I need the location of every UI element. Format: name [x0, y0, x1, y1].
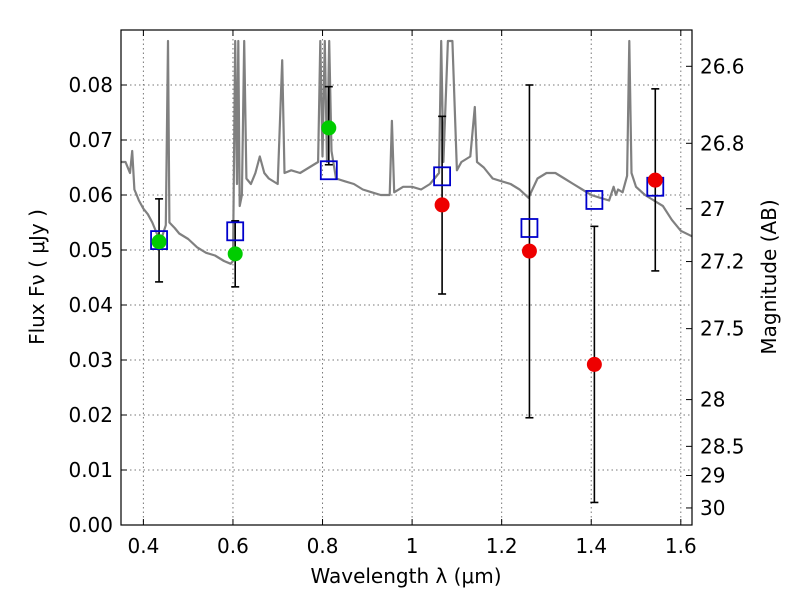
- y-right-tick-label: 28: [700, 388, 725, 412]
- axis-ticks: 0.4 0.6 0.8 1 1.2 1.4 1.6 0.00 0.01 0.02 0.03 0.04 0…: [68, 30, 745, 558]
- y-tick-label: 0.01: [68, 458, 113, 482]
- x-tick-label: 1: [406, 534, 419, 558]
- x-tick-label: 0.8: [307, 534, 339, 558]
- y-tick-label: 0.08: [68, 73, 113, 97]
- y-tick-label: 0.06: [68, 183, 113, 207]
- detection-point-green: [151, 234, 167, 250]
- model-photometry-square: [226, 221, 245, 242]
- model-photometry-square: [433, 166, 452, 187]
- y-right-tick-label: 27.5: [700, 317, 745, 341]
- y-right-tick-label: 27.2: [700, 250, 745, 274]
- y-tick-label: 0.07: [68, 128, 113, 152]
- y-right-tick-label: 26.6: [700, 54, 745, 78]
- plot-background: [121, 30, 692, 525]
- x-tick-label: 1.4: [575, 534, 607, 558]
- x-tick-label: 0.6: [217, 534, 249, 558]
- measurement-point-red: [586, 356, 602, 372]
- detection-point-green: [321, 120, 337, 136]
- x-tick-label: 1.2: [486, 534, 518, 558]
- y-right-tick-label: 27: [700, 197, 725, 221]
- y-right-tick-label: 29: [700, 464, 725, 488]
- y-right-tick-label: 28.5: [700, 434, 745, 458]
- x-axis-title: Wavelength λ (μm): [310, 564, 501, 588]
- plot-series: [121, 39, 692, 265]
- detection-point-green: [227, 246, 243, 262]
- x-tick-label: 1.6: [665, 534, 697, 558]
- model-spectrum-line: [121, 39, 692, 265]
- measurement-point-red: [521, 243, 537, 259]
- measurement-point-red: [647, 172, 663, 188]
- grid: [121, 30, 692, 526]
- model-photometry-square: [319, 160, 338, 181]
- y-axis-right-title: Magnitude (AB): [757, 199, 781, 354]
- measurement-point-red: [434, 197, 450, 213]
- x-tick-label: 0.4: [127, 534, 159, 558]
- y-tick-label: 0.04: [68, 293, 113, 317]
- model-photometry-square: [585, 190, 604, 210]
- y-tick-label: 0.03: [68, 348, 113, 372]
- y-right-tick-label: 26.8: [700, 131, 745, 155]
- y-tick-label: 0.05: [68, 238, 113, 262]
- y-right-tick-label: 30: [700, 496, 725, 520]
- model-photometry-square: [520, 218, 539, 238]
- y-tick-label: 0.00: [68, 513, 113, 537]
- y-tick-label: 0.02: [68, 403, 113, 427]
- y-axis-title: Flux Fν ( μJy ): [25, 209, 49, 345]
- plot-frame: [120, 29, 693, 526]
- plot-markers: [150, 84, 665, 504]
